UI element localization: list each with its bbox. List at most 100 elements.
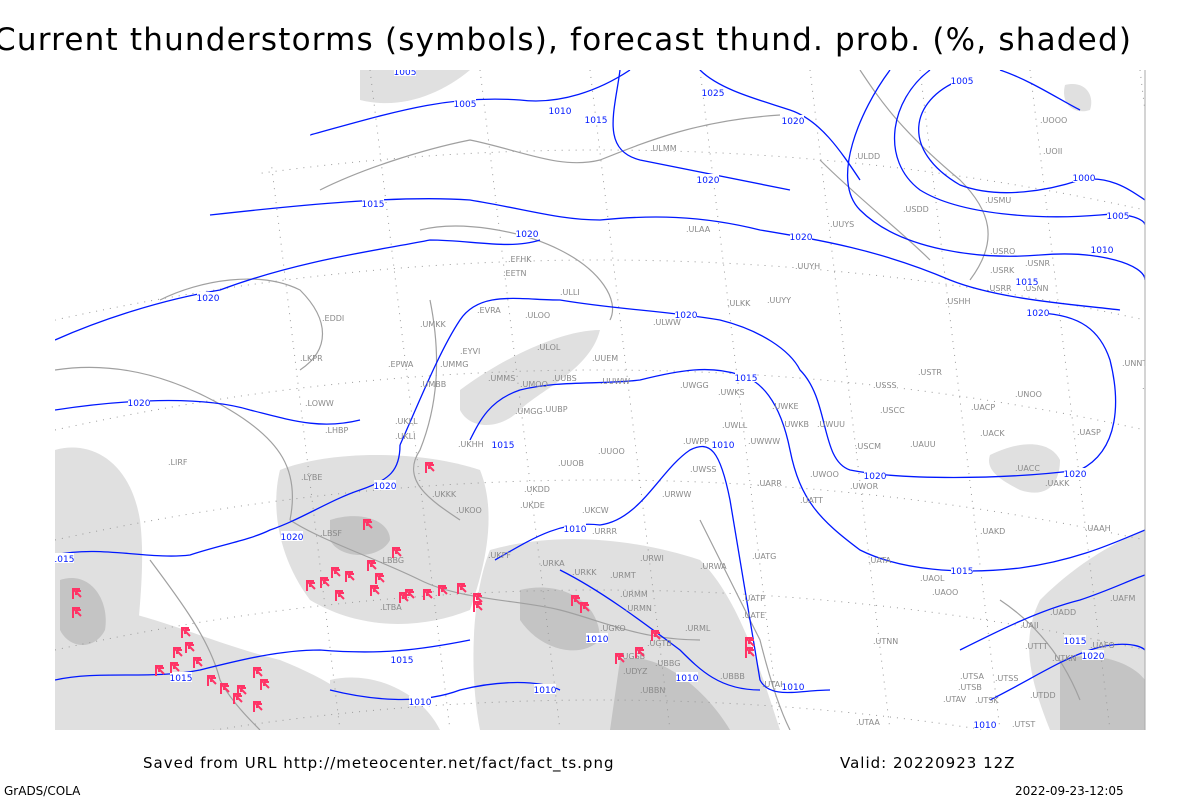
station-label: .UMMG	[440, 360, 468, 369]
isobar-label-background	[1027, 307, 1049, 317]
station-label: .UUYS	[830, 220, 854, 229]
isobar-labels: 1005 1005 1010 1015 1025 1020 1020 1015 1020 1020…	[55, 70, 1130, 730]
isobar-label-background	[702, 87, 724, 97]
isobar-label-background	[454, 98, 476, 108]
border-line	[999, 599, 1081, 701]
thunderstorm-icon	[170, 662, 180, 673]
isobar-label-background	[1064, 468, 1086, 478]
thunderstorm-icon	[173, 647, 183, 658]
station-label: .USDD	[903, 205, 929, 214]
isobar-label-background	[197, 292, 219, 302]
isobar-label-background	[564, 523, 586, 533]
station-label: .USRR	[987, 284, 1012, 293]
station-label: .UATE	[742, 611, 765, 620]
thunderstorm-icon	[370, 585, 380, 596]
isobar-label-background	[712, 439, 734, 449]
station-label: .UADD	[1050, 608, 1076, 617]
meridian-line	[809, 70, 891, 730]
shading-area-dark	[1060, 656, 1145, 730]
isobar-line	[399, 297, 1117, 479]
station-label: .UWOO	[810, 470, 839, 479]
isobar-line	[309, 70, 631, 136]
isobar-label-background	[516, 228, 538, 238]
station-label: .USCC	[880, 406, 905, 415]
border-line	[159, 278, 323, 371]
isobar-label: 1005	[1107, 212, 1130, 222]
station-label: .UKKK	[432, 490, 457, 499]
station-label: .UMMS	[488, 374, 515, 383]
border-line	[859, 70, 989, 281]
station-label: .UTSS	[995, 674, 1018, 683]
isobar-label: 1015	[391, 656, 414, 666]
thunderstorm-icon	[651, 630, 661, 641]
station-label: .UKDE	[520, 501, 545, 510]
station-label: .UTNN	[873, 637, 898, 646]
border-line	[149, 559, 261, 730]
station-label: .EETN	[503, 269, 527, 278]
station-label: .UUYY	[767, 296, 791, 305]
station-label: .USHH	[945, 297, 971, 306]
isobar-label-background	[374, 480, 396, 490]
station-label: .UAOL	[920, 574, 945, 583]
station-label: .USRO	[990, 247, 1015, 256]
isobar-label: 1020	[197, 294, 220, 304]
station-label: .UOII	[1043, 147, 1062, 156]
station-label: .UTTT	[1025, 642, 1048, 651]
shading-area-dark	[60, 578, 106, 645]
station-labels: .EDDI .UMKK .EVRA .ULOO .LKPR .EPWA .EYVI .UMMG…	[168, 116, 1167, 729]
station-label: .UWLL	[722, 421, 748, 430]
station-label: .UWGG	[680, 381, 709, 390]
border-line	[55, 366, 294, 521]
thunderstorm-icon	[72, 588, 82, 599]
thunderstorm-icon	[193, 657, 203, 668]
station-label: .UGKO	[600, 624, 626, 633]
station-label: .UUEM	[592, 354, 618, 363]
isobar-label-background	[1091, 244, 1113, 254]
isobar-label: 1010	[409, 698, 432, 708]
station-label: .UWKB	[782, 420, 809, 429]
isobar-label-background	[1073, 172, 1095, 182]
station-label: .UATT	[800, 496, 823, 505]
source-url-text: Saved from URL http://meteocenter.net/fa…	[143, 754, 615, 772]
isobar-label: 1020	[864, 472, 887, 482]
border-line	[413, 299, 461, 521]
station-label: .ULDD	[855, 152, 880, 161]
station-label: .UKLL	[395, 417, 418, 426]
station-label: .UWKS	[718, 388, 745, 397]
thunderstorm-icon	[457, 583, 467, 594]
thunderstorm-icon	[363, 519, 373, 530]
isobar-label: 1020	[128, 399, 151, 409]
station-label: .UNNT	[1122, 359, 1147, 368]
thunderstorm-icon	[399, 592, 409, 603]
station-label: .UACC	[1015, 464, 1040, 473]
thunderstorm-icon	[635, 647, 645, 658]
thunderstorm-icon	[392, 547, 402, 558]
station-label: .UMOO	[520, 380, 548, 389]
isobar-label-background	[492, 439, 514, 449]
station-label: .LBBG	[380, 556, 404, 565]
station-label: .LYBE	[301, 473, 322, 482]
isobar-line	[55, 239, 541, 341]
isobar-label: 1020	[1064, 470, 1087, 480]
station-label: .UNBB	[1142, 382, 1167, 391]
border-line	[289, 519, 701, 641]
meridian-line	[1139, 70, 1145, 730]
isobar-label: 1020	[697, 176, 720, 186]
isobar-label-background	[951, 565, 973, 575]
isobar-label-background	[549, 105, 571, 115]
thunderstorm-icon	[306, 580, 316, 591]
station-label: .UTSB	[958, 683, 982, 692]
thunderstorm-icon	[615, 653, 625, 664]
station-label: .UACK	[980, 429, 1005, 438]
station-label: .UKCW	[582, 506, 609, 515]
isobar-label-background	[391, 654, 413, 664]
station-label: .EPWA	[388, 360, 414, 369]
thunderstorm-icon	[72, 607, 82, 618]
station-label: .URRR	[592, 527, 618, 536]
station-label: .UWWW	[748, 437, 780, 446]
thunderstorm-icon	[320, 577, 330, 588]
isobar-line	[55, 639, 471, 681]
timestamp-text: 2022-09-23-12:05	[1015, 784, 1124, 798]
station-label: .ULKK	[727, 299, 751, 308]
